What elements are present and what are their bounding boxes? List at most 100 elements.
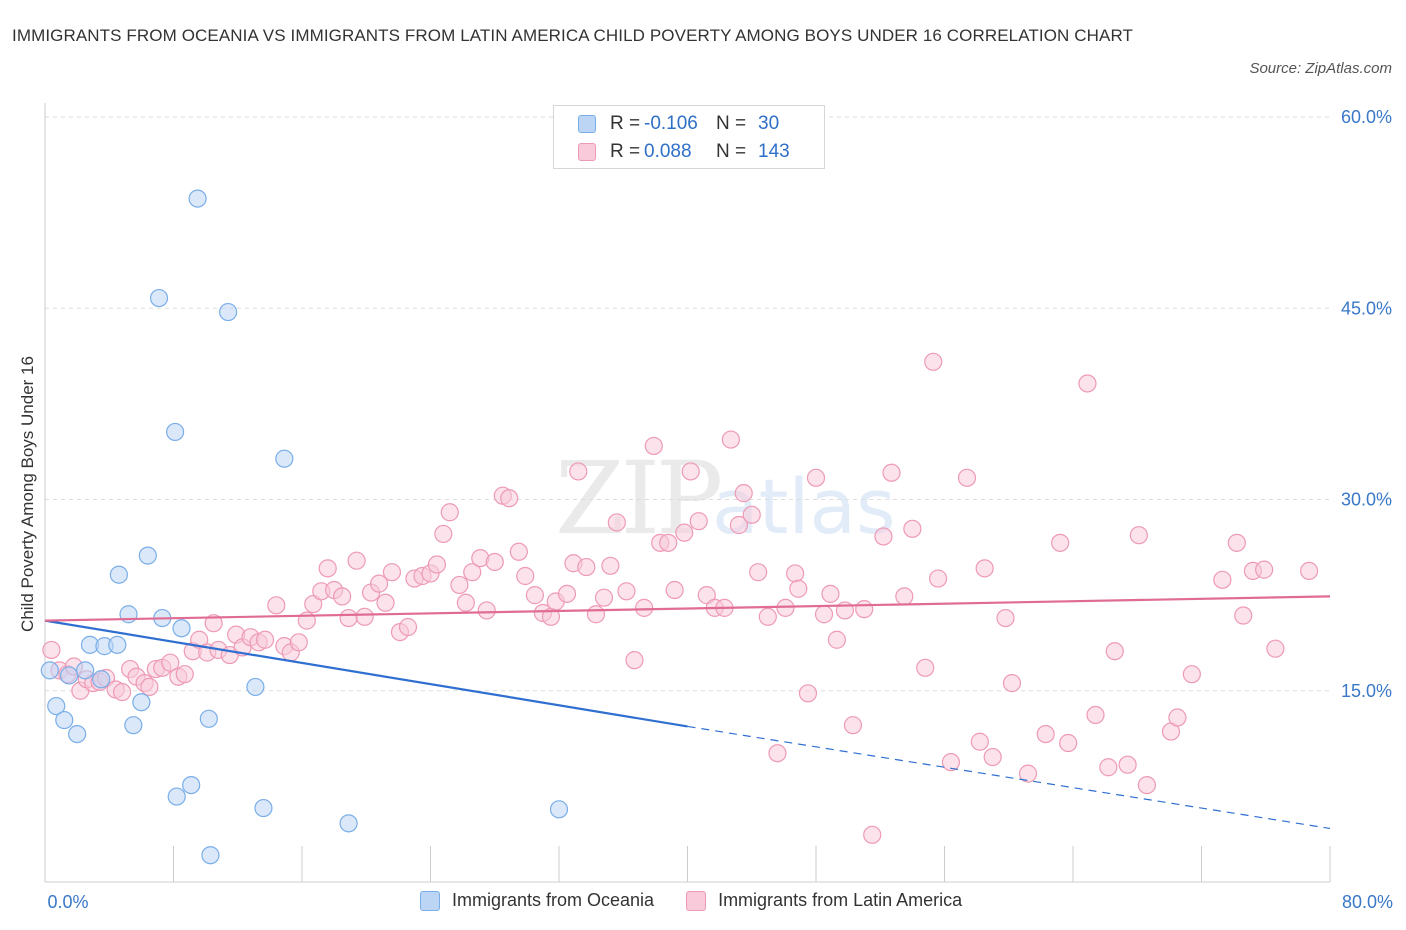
data-point (201, 846, 220, 865)
data-point (68, 724, 87, 744)
data-point (594, 588, 614, 607)
n-label: N = (716, 141, 747, 162)
n-label: N = (716, 113, 747, 134)
y-tick-label: 60.0% (1341, 107, 1392, 127)
x-tick-label-max: 80.0% (1342, 892, 1393, 912)
data-point (1129, 526, 1148, 545)
data-point (516, 566, 535, 586)
data-point (339, 608, 358, 628)
data-point (607, 513, 626, 532)
legend-item-latin-america: Immigrants from Latin America (686, 890, 962, 911)
r-label: R = (610, 141, 641, 162)
data-point (182, 775, 201, 795)
legend-swatch-latin-america (686, 890, 707, 911)
data-point (382, 563, 402, 582)
gridlines (45, 116, 1330, 692)
data-point (1300, 561, 1319, 581)
data-point (124, 716, 143, 735)
data-point (924, 352, 943, 371)
data-point (509, 542, 528, 561)
data-points (40, 189, 1319, 865)
legend-row-oceania: R = -0.106 N = 30 (578, 110, 779, 138)
data-point (843, 716, 863, 735)
data-point (644, 436, 663, 456)
data-point (42, 640, 61, 660)
data-point (219, 302, 238, 322)
data-point (635, 598, 654, 617)
data-point (59, 666, 79, 685)
data-point (370, 574, 389, 593)
data-point (758, 607, 777, 626)
data-point (689, 512, 708, 531)
data-point (172, 619, 191, 638)
data-point (204, 614, 223, 633)
data-point (957, 468, 977, 487)
data-point (167, 787, 186, 806)
y-tick-label: 30.0% (1341, 490, 1392, 510)
data-point (1234, 606, 1253, 625)
data-point (798, 684, 818, 703)
data-point (625, 651, 644, 670)
data-point (161, 653, 180, 672)
legend-label-latin-america: Immigrants from Latin America (718, 890, 963, 910)
tick-labels: 15.0% 30.0% 45.0% 60.0% 0.0% 80.0% (47, 107, 1393, 912)
data-point (1137, 775, 1156, 795)
data-point (874, 527, 893, 546)
legend-item-oceania: Immigrants from Oceania (420, 890, 654, 911)
data-point (821, 584, 840, 603)
data-point (199, 709, 218, 728)
series-legend: Immigrants from Oceania Immigrants from … (420, 890, 994, 911)
r-value-latin-america: 0.088 (644, 141, 692, 162)
trend-line-latin-america (44, 595, 1331, 622)
data-point (1036, 724, 1055, 744)
data-point (289, 633, 308, 652)
data-point (339, 814, 358, 833)
chart-title: IMMIGRANTS FROM OCEANIA VS IMMIGRANTS FR… (12, 26, 1133, 45)
data-point (434, 524, 453, 544)
legend-swatch-oceania (578, 115, 596, 133)
data-point (768, 744, 787, 763)
data-point (1182, 665, 1201, 684)
data-point (983, 747, 1002, 767)
data-point (569, 462, 588, 481)
data-point (318, 559, 337, 578)
data-point (586, 605, 606, 624)
data-point (749, 563, 768, 582)
data-point (175, 665, 194, 684)
data-point (855, 600, 874, 619)
data-point (1099, 758, 1118, 777)
data-point (970, 732, 989, 751)
data-point (477, 601, 496, 620)
data-point (267, 596, 286, 615)
trend-line-oceania (44, 619, 688, 728)
chart-source: Source: ZipAtlas.com (1249, 60, 1392, 77)
r-label: R = (610, 113, 641, 134)
data-point (376, 593, 395, 612)
data-point (659, 533, 678, 552)
data-point (140, 677, 159, 697)
data-point (246, 677, 265, 697)
data-point (255, 630, 275, 649)
data-point (1002, 673, 1022, 693)
n-value-oceania: 30 (758, 113, 780, 134)
legend-row-latin-america: R = 0.088 N = 143 (578, 138, 790, 166)
data-point (347, 551, 366, 570)
data-point (1018, 764, 1038, 783)
data-point (806, 468, 826, 487)
trend-line-oceania-extrapolated (687, 725, 1331, 830)
trend-lines (44, 595, 1331, 830)
data-point (40, 661, 59, 680)
data-point (254, 798, 273, 818)
data-point (398, 617, 418, 637)
data-point (427, 555, 447, 574)
data-point (450, 575, 469, 595)
data-point (166, 422, 185, 442)
data-point (149, 288, 169, 308)
data-point (827, 630, 846, 649)
data-point (882, 463, 901, 482)
data-point (916, 658, 935, 677)
legend-swatch-oceania (420, 890, 440, 911)
data-point (76, 661, 95, 680)
data-point (814, 605, 834, 624)
